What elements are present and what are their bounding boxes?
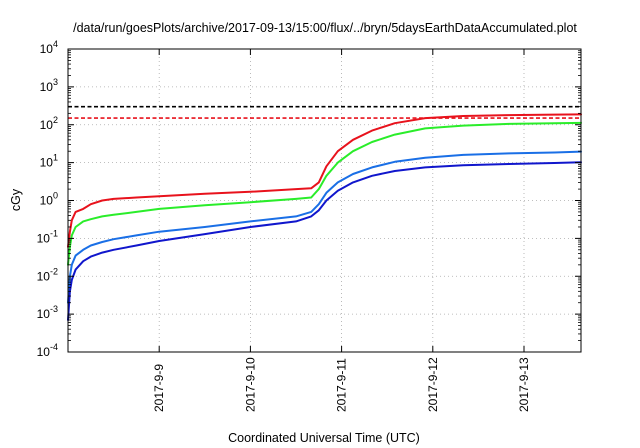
y-tick-label: 10-4 [37,342,58,359]
grid [68,49,581,352]
y-tick-label: 104 [40,39,58,56]
x-tick-label: 2017-9-10 [243,357,257,412]
x-tick-label: 2017-9-13 [517,357,531,412]
axis-ticks [68,48,581,353]
series-lines [67,113,582,321]
y-tick-label: 101 [40,153,58,170]
reference-lines [68,105,581,119]
y-tick-labels: 10-4 10-3 10-2 10-1 100 101 102 103 104 [37,39,58,359]
series-line [67,121,582,266]
x-tick-labels: 2017-9-9 2017-9-10 2017-9-11 2017-9-12 2017-… [152,357,531,412]
series-line [67,113,582,248]
x-tick-label: 2017-9-11 [335,358,349,412]
series-line [67,161,582,321]
x-tick-label: 2017-9-12 [426,357,440,412]
y-tick-label: 103 [40,77,58,94]
y-axis-label: cGy [9,188,23,211]
y-tick-label: 102 [40,115,58,132]
y-tick-label: 100 [40,191,58,208]
chart-title: /data/run/goesPlots/archive/2017-09-13/1… [73,21,577,35]
x-axis-label: Coordinated Universal Time (UTC) [228,431,420,445]
series-line [67,150,582,304]
y-tick-label: 10-3 [37,304,58,321]
x-tick-label: 2017-9-9 [152,364,166,412]
y-tick-label: 10-2 [37,266,58,283]
y-tick-label: 10-1 [37,228,58,245]
